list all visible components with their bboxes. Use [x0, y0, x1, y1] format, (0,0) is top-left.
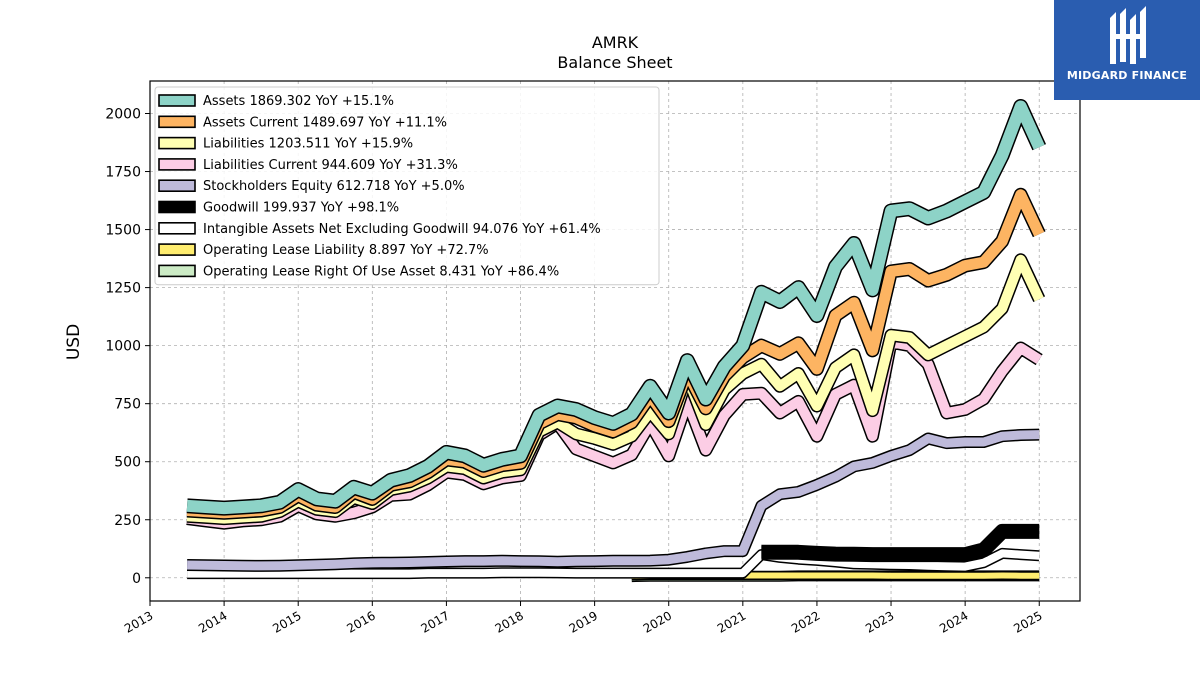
series-stockholders-equity — [187, 428, 1040, 572]
y-tick-label: 0 — [132, 571, 141, 587]
brand-logo: MIDGARD FINANCE — [1054, 0, 1200, 100]
legend-swatch — [158, 136, 196, 150]
x-tick-label: 2023 — [863, 608, 896, 635]
y-axis-label: USD — [64, 324, 84, 360]
series-line — [187, 549, 1040, 578]
legend-swatch — [158, 115, 196, 129]
series-line — [187, 430, 1040, 571]
series-line — [186, 254, 1044, 524]
x-tick-label: 2017 — [418, 608, 451, 635]
x-tick-label: 2020 — [641, 608, 674, 635]
midgard-logo-icon — [1110, 6, 1146, 64]
x-tick-label: 2019 — [567, 608, 600, 635]
legend-item-operating-lease-right-of-use-asset: Operating Lease Right Of Use Asset 8.431… — [158, 264, 559, 279]
x-tick-label: 2022 — [789, 608, 822, 635]
chart-subtitle: Balance Sheet — [557, 53, 672, 72]
legend-label: Operating Lease Right Of Use Asset 8.431… — [203, 264, 559, 279]
legend-box — [154, 86, 660, 286]
y-tick-label: 500 — [114, 455, 141, 471]
x-tick-label: 2024 — [937, 608, 970, 635]
y-tick-label: 1250 — [105, 281, 141, 297]
legend: Assets 1869.302 YoY +15.1% Assets Current… — [154, 86, 660, 286]
brand-name: MIDGARD FINANCE — [1066, 69, 1188, 82]
legend-item-stockholders-equity: Stockholders Equity 612.718 YoY +5.0% — [158, 179, 465, 194]
legend-label: Stockholders Equity 612.718 YoY +5.0% — [203, 179, 465, 194]
y-tick-label: 1500 — [105, 223, 141, 239]
x-tick-label: 2016 — [344, 608, 377, 635]
x-tick-label: 2013 — [122, 608, 155, 635]
legend-label: Assets 1869.302 YoY +15.1% — [203, 94, 394, 109]
legend-swatch — [158, 222, 196, 235]
x-tick-label: 2021 — [715, 608, 748, 635]
legend-label: Assets Current 1489.697 YoY +11.1% — [203, 115, 447, 130]
legend-swatch — [158, 94, 196, 107]
legend-label: Intangible Assets Net Excluding Goodwill… — [203, 222, 601, 237]
legend-item-goodwill: Goodwill 199.937 YoY +98.1% — [158, 200, 399, 216]
legend-item-assets: Assets 1869.302 YoY +15.1% — [158, 94, 394, 109]
x-tick-label: 2018 — [493, 608, 526, 635]
y-tick-label: 1000 — [105, 339, 141, 355]
series-liabilities — [186, 253, 1046, 526]
legend-swatch — [158, 158, 196, 171]
legend-item-intangible-assets-net-excluding-goodwill: Intangible Assets Net Excluding Goodwill… — [158, 222, 601, 237]
x-tick-label: 2015 — [270, 608, 303, 635]
legend-swatch — [158, 200, 196, 214]
chart-title: AMRK — [592, 33, 639, 52]
legend-label: Operating Lease Liability 8.897 YoY +72.… — [203, 243, 489, 258]
series-line — [761, 525, 1040, 561]
series-goodwill — [761, 523, 1040, 563]
series-assets — [186, 99, 1047, 516]
series-outline — [186, 253, 1046, 526]
legend-item-liabilities-current: Liabilities Current 944.609 YoY +31.3% — [158, 158, 458, 173]
x-tick-label: 2014 — [196, 608, 229, 635]
x-tick-label: 2025 — [1011, 608, 1044, 635]
series-intangible-assets-net-excluding-goodwill — [187, 547, 1040, 580]
y-tick-label: 750 — [114, 397, 141, 413]
legend-label: Liabilities Current 944.609 YoY +31.3% — [203, 158, 458, 173]
legend-label: Goodwill 199.937 YoY +98.1% — [203, 201, 399, 216]
legend-item-assets-current: Assets Current 1489.697 YoY +11.1% — [158, 115, 447, 130]
series-line — [186, 100, 1045, 515]
legend-swatch — [158, 264, 196, 278]
series-layer — [186, 99, 1047, 583]
legend-item-operating-lease-liability: Operating Lease Liability 8.897 YoY +72.… — [158, 243, 489, 258]
plot-frame — [149, 80, 1081, 602]
y-tick-label: 1750 — [105, 165, 141, 181]
legend-swatch — [158, 243, 196, 256]
y-tick-label: 2000 — [105, 107, 141, 123]
legend-label: Liabilities 1203.511 YoY +15.9% — [203, 137, 413, 152]
y-tick-label: 250 — [114, 513, 141, 529]
legend-swatch — [158, 179, 196, 192]
legend-item-liabilities: Liabilities 1203.511 YoY +15.9% — [158, 136, 413, 152]
